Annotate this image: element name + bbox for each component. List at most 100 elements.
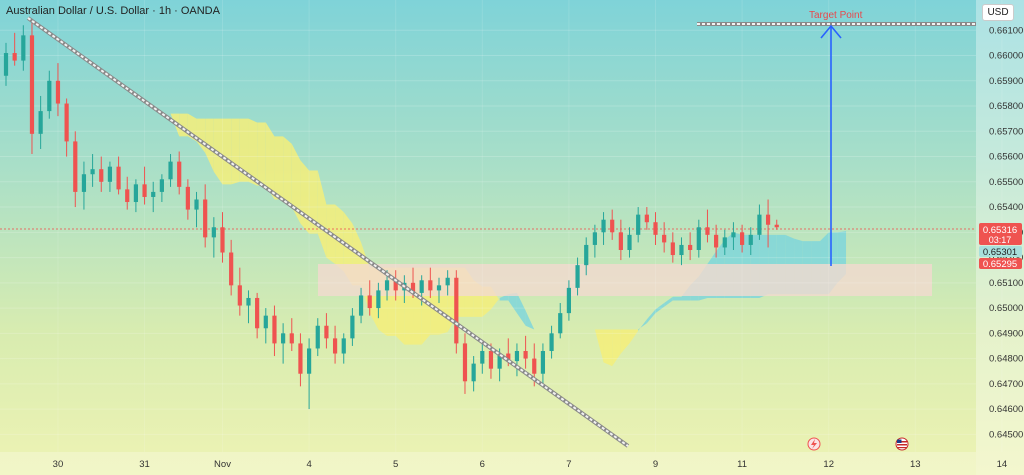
candle-body (436, 285, 442, 291)
candle-body (47, 80, 52, 112)
event-flash-icon[interactable] (807, 437, 821, 451)
candle-body (151, 191, 156, 197)
candle-body (558, 313, 563, 334)
candle-body (714, 234, 719, 248)
svg-text:0.65301: 0.65301 (983, 247, 1017, 258)
y-tick-label: 0.64500 (989, 429, 1023, 440)
cloud-segment (300, 160, 310, 234)
candle-body (116, 166, 121, 190)
cloud-segment (603, 329, 613, 367)
candle-body (748, 234, 753, 245)
candle-body (185, 186, 190, 210)
candle-body (636, 214, 641, 235)
candle-body (445, 277, 450, 286)
candle-body (107, 166, 113, 182)
cloud-segment (664, 296, 673, 307)
candle-body (384, 280, 390, 291)
candle-body (410, 282, 416, 293)
x-tick-label: 12 (823, 459, 834, 470)
grid (0, 0, 1002, 452)
cloud-segment (620, 329, 630, 354)
cloud-segment (248, 118, 258, 186)
candle-body (575, 265, 580, 288)
candle-body (774, 224, 779, 228)
candles (3, 22, 779, 410)
x-tick-label: 30 (53, 459, 64, 470)
candle-body (350, 315, 355, 339)
candle-body (601, 219, 606, 233)
y-tick-label: 0.65400 (989, 202, 1023, 213)
candle-body (705, 227, 710, 235)
x-tick-label: Nov (214, 459, 231, 470)
cloud-segment (508, 292, 517, 314)
candle-body (341, 338, 346, 354)
candle-body (142, 184, 147, 197)
candle-body (64, 103, 69, 142)
y-tick-label: 0.64600 (989, 404, 1023, 415)
y-tick-label: 0.66100 (989, 25, 1023, 36)
cloud-segment (655, 303, 665, 314)
candle-body (653, 222, 658, 235)
y-tick-label: 0.65700 (989, 126, 1023, 137)
candle-body (376, 290, 381, 309)
time-scale-panel[interactable] (0, 452, 976, 475)
candle-body (644, 214, 649, 223)
candle-body (168, 161, 173, 180)
cloud-segment (196, 118, 206, 153)
y-tick-label: 0.64800 (989, 354, 1023, 365)
chart-title: Australian Dollar / U.S. Dollar · 1h · O… (6, 5, 220, 17)
candle-body (125, 189, 130, 203)
candle-body (696, 227, 701, 250)
cloud-segment (222, 118, 232, 185)
candle-body (523, 350, 528, 359)
trendline[interactable] (26, 16, 630, 448)
candle-body (194, 199, 199, 210)
candle-body (532, 358, 537, 374)
candle-body (540, 350, 546, 374)
countdown-timer: 03:17 (989, 235, 1012, 245)
x-tick-label: 7 (566, 459, 571, 470)
candle-body (514, 350, 520, 362)
x-tick-label: 5 (393, 459, 398, 470)
target-arrow[interactable] (820, 24, 842, 266)
candle-body (428, 280, 433, 291)
cloud-segment (257, 122, 266, 186)
x-tick-label: 9 (653, 459, 658, 470)
candle-body (246, 297, 251, 306)
candle-body (627, 234, 632, 250)
candle-body (29, 35, 35, 134)
target-label: Target Point (809, 10, 863, 21)
candle-body (99, 169, 104, 182)
candle-body (610, 219, 615, 233)
candle-body (332, 338, 338, 354)
x-tick-label: 14 (997, 459, 1008, 470)
candle-body (566, 287, 571, 314)
candle-body (307, 348, 312, 374)
currency-button[interactable]: USD (982, 4, 1014, 21)
candle-body (55, 80, 61, 104)
candle-body (81, 174, 87, 192)
y-tick-label: 0.65900 (989, 76, 1023, 87)
candle-body (324, 325, 329, 339)
y-tick-label: 0.65100 (989, 278, 1023, 289)
cloud-segment (265, 122, 275, 200)
y-tick-label: 0.66000 (989, 51, 1023, 62)
y-tick-label: 0.64900 (989, 328, 1023, 339)
candle-body (679, 244, 684, 256)
candle-body (662, 234, 667, 243)
candle-body (765, 214, 771, 225)
x-tick-label: 13 (910, 459, 921, 470)
y-tick-label: 0.65600 (989, 152, 1023, 163)
candle-body (731, 232, 736, 238)
us-flag-icon[interactable] (895, 437, 909, 451)
candle-body (688, 244, 693, 250)
candle-body (90, 169, 95, 175)
candle-body (506, 353, 511, 362)
cloud-segment (231, 118, 240, 185)
cloud-segment (283, 136, 292, 208)
x-tick-label: 31 (139, 459, 150, 470)
candle-body (722, 237, 727, 248)
candle-body (358, 295, 364, 316)
x-tick-label: 4 (306, 459, 311, 470)
